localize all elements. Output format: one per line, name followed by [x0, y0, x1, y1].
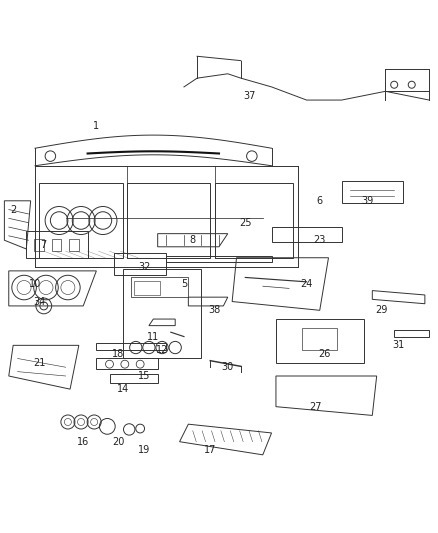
- Text: 20: 20: [112, 437, 124, 447]
- Text: 16: 16: [77, 437, 89, 447]
- Text: 34: 34: [33, 296, 46, 306]
- Text: 24: 24: [300, 279, 313, 289]
- Bar: [302, 328, 337, 350]
- Bar: [131, 278, 188, 297]
- Text: 31: 31: [392, 341, 405, 350]
- Text: 25: 25: [239, 217, 251, 228]
- Text: 32: 32: [138, 262, 151, 271]
- Text: 6: 6: [317, 196, 323, 206]
- Text: 29: 29: [375, 305, 387, 316]
- Text: 23: 23: [314, 235, 326, 245]
- Text: 17: 17: [204, 446, 216, 456]
- Bar: [34, 239, 44, 251]
- Text: 2: 2: [10, 205, 16, 215]
- Text: 12: 12: [156, 345, 168, 355]
- Bar: [69, 239, 79, 251]
- Text: 26: 26: [318, 349, 330, 359]
- Text: 8: 8: [190, 235, 196, 245]
- Text: 18: 18: [112, 349, 124, 359]
- Text: 39: 39: [362, 196, 374, 206]
- Bar: [52, 239, 61, 251]
- Text: 7: 7: [41, 240, 47, 249]
- Text: 1: 1: [93, 122, 99, 131]
- Bar: [134, 281, 160, 295]
- Text: 15: 15: [138, 371, 151, 381]
- Text: 30: 30: [222, 362, 234, 372]
- Text: 5: 5: [181, 279, 187, 289]
- Text: 19: 19: [138, 446, 151, 456]
- Text: 37: 37: [244, 91, 256, 101]
- Text: 27: 27: [309, 402, 321, 411]
- Text: 10: 10: [29, 279, 41, 289]
- Text: 11: 11: [147, 332, 159, 342]
- Text: 38: 38: [208, 305, 221, 316]
- Text: 14: 14: [117, 384, 129, 394]
- Text: 21: 21: [33, 358, 46, 368]
